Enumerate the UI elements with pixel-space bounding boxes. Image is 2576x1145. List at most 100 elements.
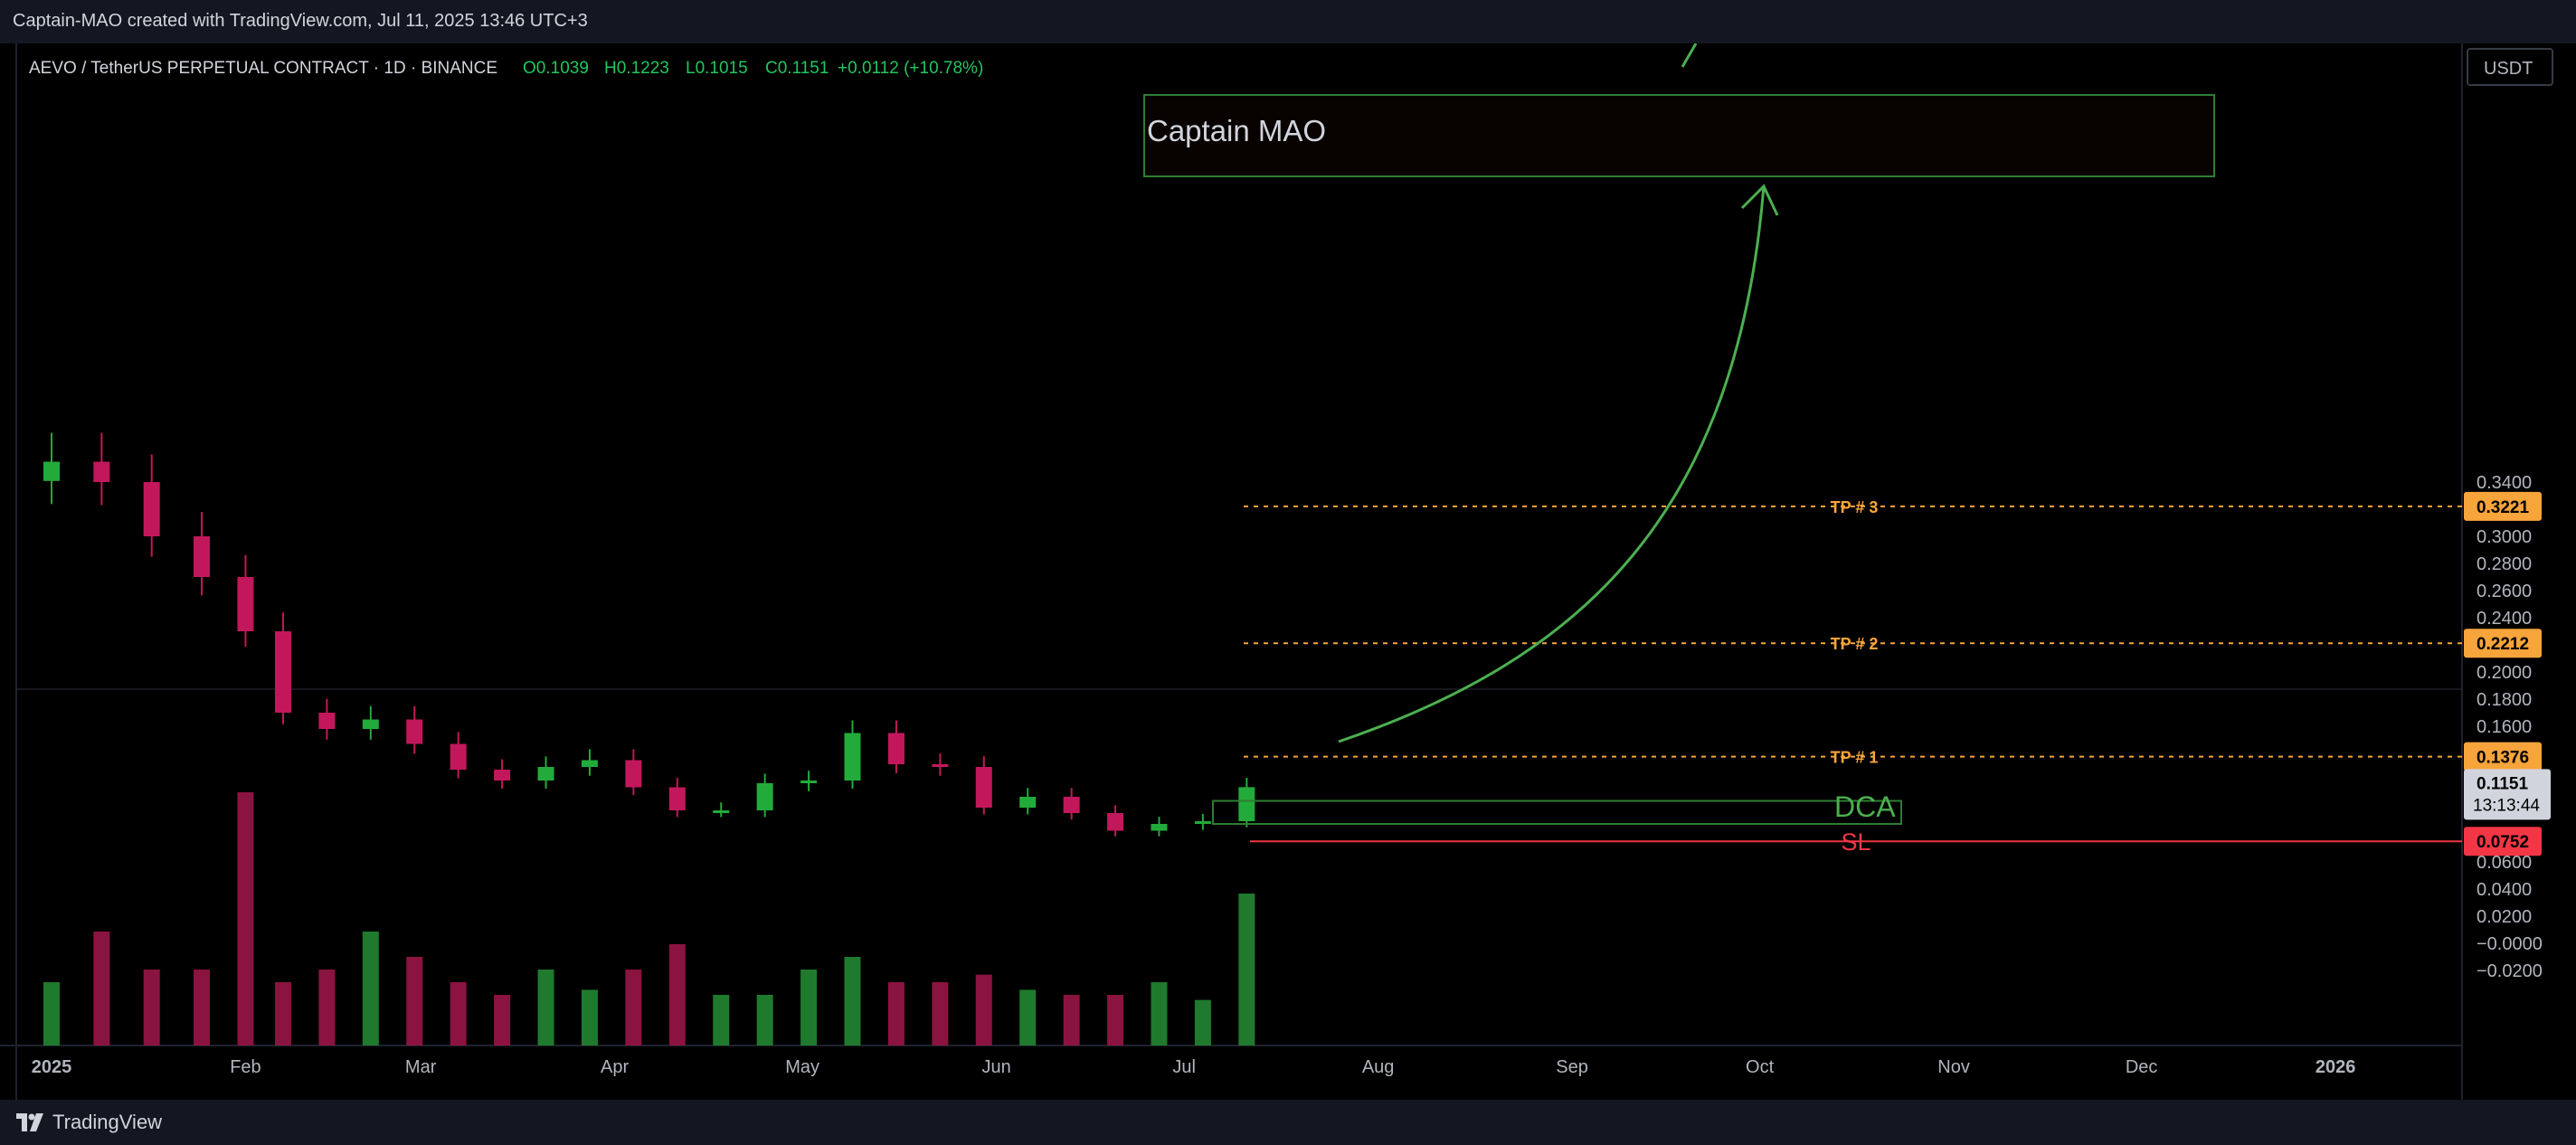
- time-tick-label: Nov: [1937, 1057, 1970, 1077]
- candle-body: [318, 713, 336, 729]
- chart-credit-text: Captain-MAO created with TradingView.com…: [13, 11, 588, 31]
- level-price-value: 0.0752: [2477, 833, 2529, 852]
- candle-body: [143, 482, 160, 536]
- price-tick-label: 0.2000: [2477, 663, 2532, 683]
- ohlc-legend: AEVO / TetherUS PERPETUAL CONTRACT · 1D …: [29, 59, 983, 78]
- price-tick-label: −0.0000: [2477, 934, 2543, 954]
- candle-body: [1063, 797, 1080, 813]
- volume-bar: [1107, 995, 1124, 1046]
- volume-bar: [1194, 999, 1211, 1046]
- price-tick-label: 0.2400: [2477, 609, 2532, 629]
- candle-body: [625, 760, 642, 788]
- time-axis[interactable]: 2025 Feb Mar Apr May Jun Jul Aug Sep Oct Nov Dec 202…: [32, 1057, 2356, 1077]
- candle-body: [43, 461, 60, 481]
- volume-bar: [887, 982, 904, 1046]
- volume-bar: [1151, 982, 1168, 1046]
- price-chart[interactable]: AEVO / TetherUS PERPETUAL CONTRACT · 1D …: [0, 43, 2576, 1100]
- take-profit-label: TP # 3: [1831, 498, 1879, 516]
- dca-zone: DCA: [1212, 790, 1902, 825]
- candle-body: [932, 764, 949, 767]
- candle-body: [1019, 797, 1037, 808]
- volume-bar: [450, 982, 467, 1046]
- level-price-value: 0.2212: [2477, 635, 2529, 654]
- candle-body: [800, 781, 818, 783]
- volume-bar: [494, 995, 511, 1046]
- candle-body: [581, 760, 598, 767]
- price-tick-label: 0.2800: [2477, 554, 2532, 574]
- level-price-value: 0.1376: [2477, 749, 2529, 768]
- last-price-tag: 0.1151 13:13:44: [2464, 769, 2551, 820]
- price-tick-label: 0.0200: [2477, 907, 2532, 927]
- volume-bars: [43, 792, 1255, 1046]
- volume-bar: [318, 970, 336, 1046]
- watermark-text: Captain MAO: [1147, 114, 1326, 147]
- volume-bar: [713, 995, 730, 1046]
- volume-bar: [800, 970, 818, 1046]
- brand-bar: TradingView: [0, 1100, 2576, 1145]
- take-profit-price-tag: [2464, 742, 2542, 771]
- last-price-countdown: 13:13:44: [2473, 796, 2540, 815]
- legend-change: +0.0112 (+10.78%): [838, 59, 983, 78]
- time-tick-label: Apr: [601, 1057, 629, 1077]
- dca-label: DCA: [1834, 790, 1896, 823]
- legend-low: L0.1015: [686, 59, 748, 78]
- volume-bar: [274, 982, 291, 1046]
- volume-bar: [93, 932, 110, 1046]
- take-profit-label: TP # 1: [1831, 749, 1879, 767]
- price-tick-label: 0.3400: [2477, 473, 2532, 493]
- currency-label: USDT: [2484, 59, 2533, 79]
- level-price-value: 0.3221: [2477, 498, 2530, 517]
- time-tick-label: Sep: [1556, 1057, 1588, 1077]
- price-tick-label: 0.3000: [2477, 527, 2532, 547]
- candle-body: [274, 631, 291, 713]
- take-profit-price-tag: [2464, 491, 2542, 521]
- volume-bar: [406, 957, 423, 1046]
- candle-body: [1151, 824, 1168, 831]
- currency-button[interactable]: USDT: [2467, 48, 2553, 86]
- chart-credit-bar: Captain-MAO created with TradingView.com…: [0, 0, 2576, 43]
- volume-bar: [844, 957, 861, 1046]
- volume-bar: [975, 974, 992, 1046]
- price-tick-label: 0.2600: [2477, 582, 2532, 601]
- time-tick-label: 2025: [32, 1057, 72, 1077]
- time-tick-label: Jul: [1172, 1057, 1196, 1077]
- legend-open: O0.1039: [523, 59, 589, 78]
- time-tick-label: Mar: [405, 1057, 437, 1077]
- candlestick-series: [43, 432, 1255, 837]
- volume-bar: [932, 982, 949, 1046]
- candle-body: [537, 767, 554, 781]
- price-axis[interactable]: 0.3400 0.3000 0.2800 0.2600 0.2400 0.2000 0.18…: [2477, 473, 2543, 981]
- candle-body: [93, 461, 110, 482]
- price-tick-label: 0.0600: [2477, 853, 2532, 873]
- stop-loss-price-tag: [2464, 827, 2542, 856]
- stop-loss-label: SL: [1841, 828, 1870, 856]
- volume-bar: [1019, 989, 1037, 1046]
- candle-body: [668, 787, 686, 810]
- volume-bar: [1063, 995, 1080, 1046]
- candle-body: [756, 783, 773, 810]
- candle-body: [450, 743, 467, 770]
- volume-bar: [237, 792, 254, 1046]
- candle-body: [237, 577, 254, 631]
- volume-bar: [537, 970, 554, 1046]
- volume-bar: [362, 932, 379, 1046]
- trade-levels: TP # 3 0.3221 TP # 2 0.2212 TP # 1 0.1376 SL 0.…: [1244, 491, 2542, 856]
- candle-body: [844, 733, 861, 781]
- time-tick-label: Oct: [1746, 1057, 1775, 1077]
- price-tick-label: 0.0400: [2477, 880, 2532, 900]
- volume-bar: [194, 970, 211, 1046]
- volume-bar: [625, 970, 642, 1046]
- volume-bar: [756, 995, 773, 1046]
- candle-body: [494, 770, 511, 781]
- volume-bar: [581, 989, 598, 1046]
- candle-body: [406, 719, 423, 744]
- candle-body: [975, 767, 992, 808]
- time-tick-label: Aug: [1362, 1057, 1395, 1077]
- candle-body: [362, 719, 379, 729]
- candle-body: [1238, 787, 1255, 821]
- time-tick-label: Feb: [230, 1057, 260, 1077]
- take-profit-label: TP # 2: [1831, 635, 1879, 653]
- last-price-value: 0.1151: [2477, 774, 2528, 793]
- take-profit-price-tag: [2464, 629, 2542, 658]
- tradingview-logo-icon: [16, 1113, 43, 1131]
